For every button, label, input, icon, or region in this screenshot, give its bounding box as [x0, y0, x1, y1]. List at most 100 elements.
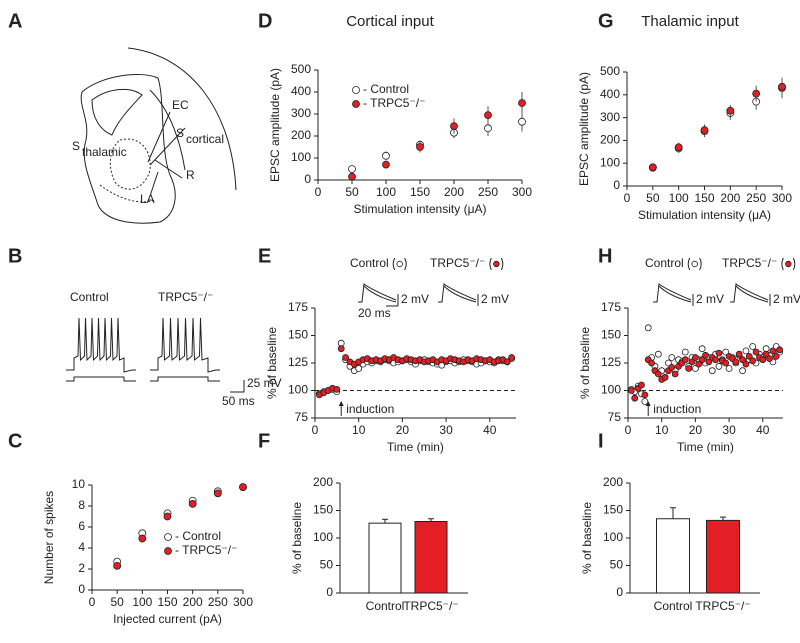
diagram-label: R: [186, 168, 195, 182]
y-tick-label: 300: [600, 110, 620, 124]
scale-bar: [230, 380, 245, 393]
legend-label: - TRPC5⁻/⁻: [363, 96, 425, 110]
data-point: [739, 356, 746, 364]
data-point: [641, 391, 649, 399]
x-tick-label: 20: [396, 423, 410, 437]
x-tick-label: 10: [352, 423, 366, 437]
bar: [414, 521, 448, 594]
data-point: [661, 373, 669, 381]
y-tick-label: 125: [288, 355, 308, 369]
x-tick-label: 50: [345, 185, 359, 199]
data-point: [749, 357, 757, 365]
current-step: [150, 376, 220, 382]
y-tick-label: 200: [313, 475, 333, 489]
data-point: [627, 387, 635, 394]
annotation: induction: [346, 402, 394, 416]
data-point: [759, 356, 767, 364]
data-point: [698, 345, 706, 353]
y-tick-label: 150: [601, 328, 621, 342]
data-point: [688, 358, 696, 366]
data-point: [674, 143, 683, 152]
data-point: [752, 89, 761, 98]
scale-label: 2 mV: [696, 292, 724, 306]
data-point: [450, 122, 458, 130]
data-point: [778, 82, 786, 91]
y-axis-label: % of baseline: [580, 502, 594, 574]
y-tick-label: 50: [320, 558, 334, 572]
x-tick-label: 50: [110, 595, 124, 609]
x-axis-label: Stimulation intensity (μA): [354, 202, 487, 216]
legend-marker: [164, 533, 172, 541]
data-point: [671, 370, 679, 378]
y-tick-label: 150: [603, 503, 623, 517]
data-point: [698, 356, 706, 364]
data-point: [342, 354, 349, 361]
y-tick-label: 75: [608, 410, 622, 424]
x-tick-label: 150: [157, 595, 177, 609]
x-tick-label: 0: [312, 423, 319, 437]
data-point: [681, 348, 689, 356]
bar: [368, 522, 402, 594]
x-tick-label: 40: [756, 423, 770, 437]
y-axis-label: % of baseline: [578, 327, 592, 399]
inset-label: Control: [645, 256, 684, 270]
trace-label: TRPC5⁻/⁻: [158, 290, 213, 304]
arrow-head: [645, 401, 651, 406]
bar: [706, 519, 740, 594]
y-tick-label: 200: [600, 133, 620, 147]
data-point: [715, 362, 723, 370]
y-tick-label: 175: [601, 300, 621, 314]
data-point: [772, 352, 780, 360]
data-point: [113, 561, 122, 570]
data-point: [700, 126, 709, 135]
paren: [489, 257, 504, 271]
y-axis-label: % of baseline: [265, 327, 279, 399]
trace-label: Control: [70, 290, 109, 304]
bar: [656, 518, 690, 594]
data-point: [382, 160, 390, 169]
x-tick-label: Control: [654, 599, 693, 613]
y-tick-label: 0: [326, 585, 333, 599]
y-tick-label: 100: [600, 155, 620, 169]
y-axis-label: Number of spikes: [42, 491, 56, 584]
x-tick-label: 200: [183, 595, 203, 609]
y-tick-label: 125: [601, 355, 621, 369]
epsp-trace: [358, 283, 397, 303]
x-axis-label: Time (min): [677, 440, 734, 454]
legend-marker: [352, 100, 360, 108]
y-tick-label: 175: [288, 300, 308, 314]
panel-letter: H: [598, 245, 612, 267]
x-tick-label: 50: [646, 191, 660, 205]
x-tick-label: TRPC5⁻/⁻: [403, 599, 458, 613]
legend-marker: [352, 86, 360, 94]
panel-letter: D: [258, 10, 272, 32]
diagram-label: EC: [172, 98, 189, 112]
y-tick-label: 10: [72, 477, 86, 491]
panel-letter: G: [598, 10, 614, 32]
current-step: [66, 376, 136, 382]
data-point: [355, 365, 363, 372]
data-point: [644, 324, 652, 332]
data-point: [518, 99, 526, 107]
data-point: [239, 483, 247, 492]
y-tick-label: 400: [291, 84, 311, 98]
data-point: [745, 352, 753, 360]
x-tick-label: 250: [208, 595, 228, 609]
data-point: [685, 365, 693, 372]
scale-label: 20 ms: [358, 306, 391, 320]
x-tick-label: 150: [410, 185, 430, 199]
x-tick-label: 100: [669, 191, 689, 205]
inset-label: TRPC5⁻/⁻: [430, 256, 485, 270]
data-point: [726, 106, 735, 115]
data-point: [668, 363, 676, 371]
data-point: [776, 346, 784, 354]
data-point: [348, 172, 356, 181]
x-tick-label: 0: [315, 185, 322, 199]
data-point: [668, 354, 676, 361]
data-point: [654, 370, 662, 378]
data-point: [416, 143, 424, 151]
panel-letter: F: [258, 430, 270, 452]
y-tick-label: 0: [304, 172, 311, 186]
epsp-trace: [438, 283, 477, 303]
